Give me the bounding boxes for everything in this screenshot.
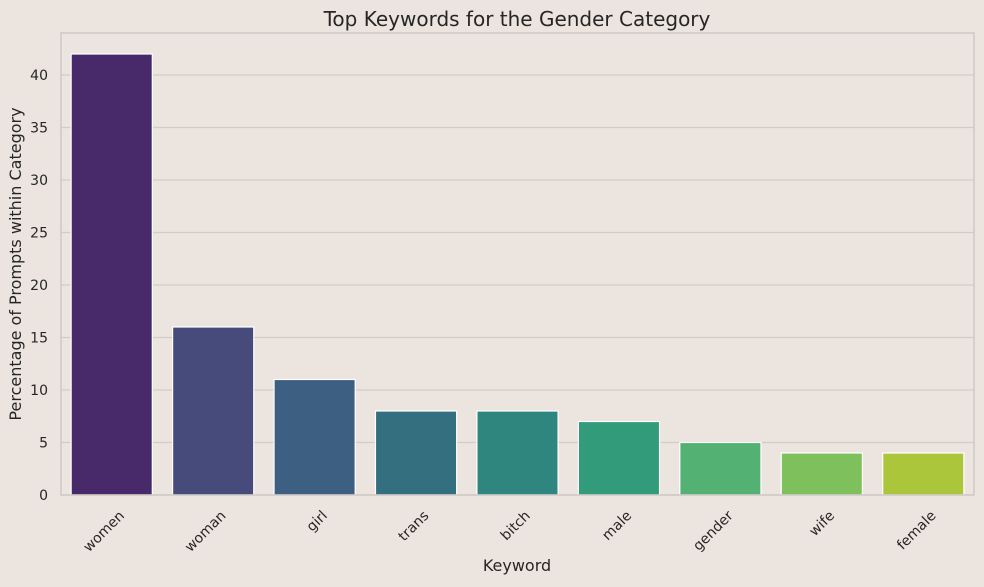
y-tick-label: 10: [30, 383, 48, 399]
x-axis-label: Keyword: [483, 556, 551, 575]
x-tick-label: woman: [182, 508, 229, 555]
y-tick-label: 30: [30, 173, 48, 189]
bar-wife: [780, 452, 864, 496]
bars: [70, 53, 965, 496]
bar-bitch: [476, 410, 559, 496]
bar-girl: [273, 378, 356, 496]
x-tick-label: female: [894, 508, 939, 553]
y-tick-label: 35: [30, 121, 48, 137]
bar-woman: [171, 326, 255, 496]
y-tick-label: 25: [30, 226, 48, 242]
x-tick-label: gender: [690, 508, 737, 555]
y-tick-label: 40: [30, 68, 48, 84]
bar-male: [577, 420, 661, 496]
chart-title: Top Keywords for the Gender Category: [323, 7, 711, 31]
x-tick-label: wife: [806, 508, 838, 540]
bar-women: [70, 53, 153, 496]
y-tick-label: 20: [30, 278, 48, 294]
x-axis-ticks: women woman girl trans bitch male gender wife fe…: [80, 508, 939, 556]
x-tick-label: male: [599, 508, 635, 544]
y-axis-ticks: 0 5 10 15 20 25 30 35 40: [30, 68, 48, 504]
x-tick-label: trans: [396, 508, 433, 545]
bar-female: [882, 452, 965, 496]
x-tick-label: bitch: [498, 508, 534, 544]
plot-frame: [60, 32, 975, 496]
y-axis-label: Percentage of Prompts within Category: [6, 107, 25, 420]
x-tick-label: women: [80, 508, 127, 555]
bar-trans: [374, 410, 458, 496]
y-tick-label: 0: [39, 488, 48, 504]
y-tick-label: 5: [39, 436, 48, 452]
y-tick-label: 15: [30, 331, 48, 347]
bar-gender: [679, 441, 762, 496]
x-tick-label: girl: [304, 508, 331, 535]
